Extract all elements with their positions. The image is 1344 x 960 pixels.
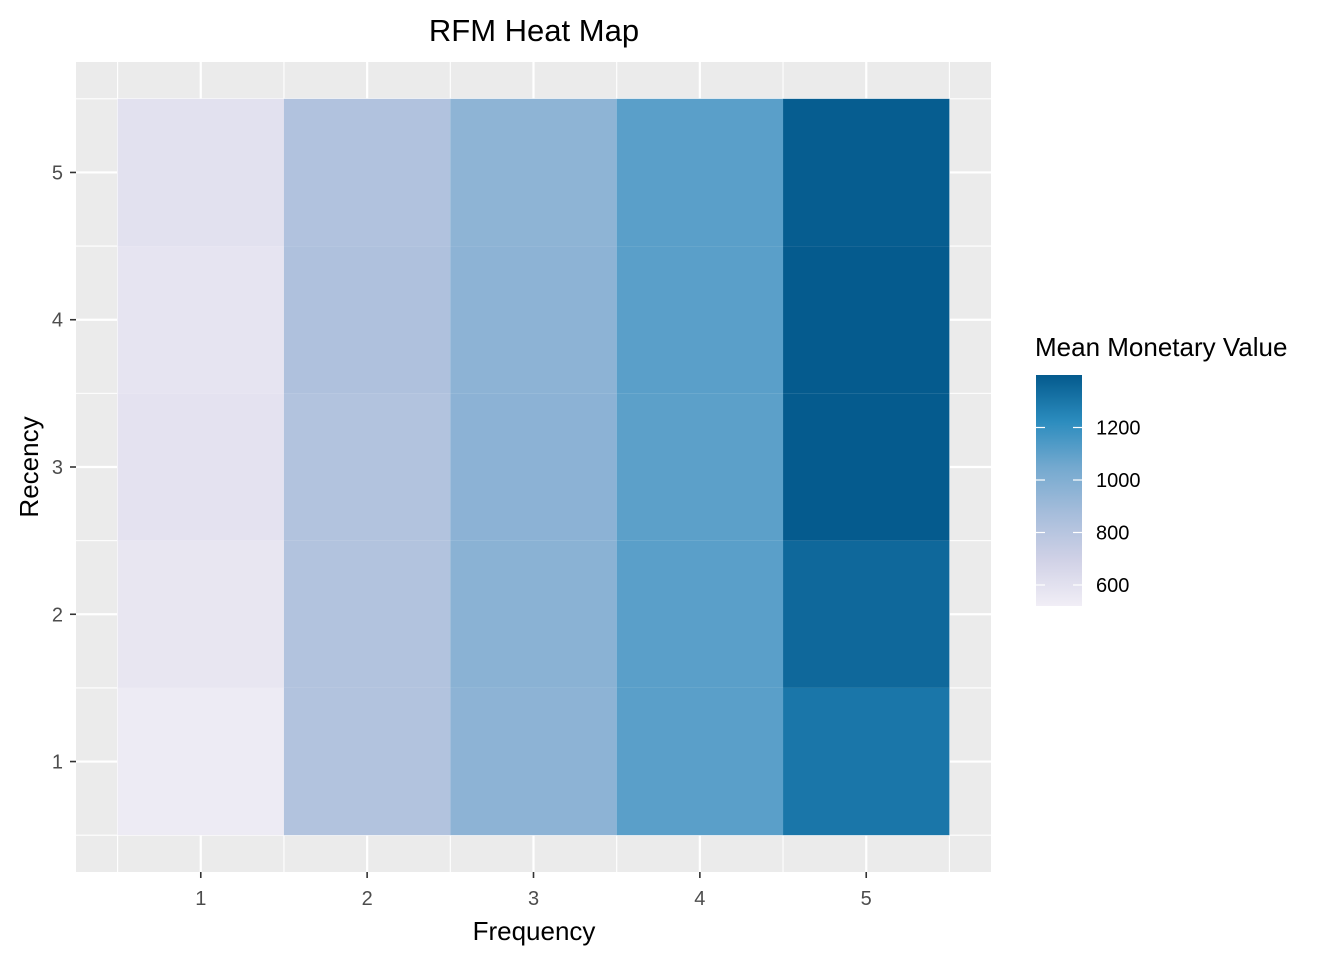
y-tick-label: 3 [52,457,63,479]
x-tick-label: 5 [861,888,872,910]
heatmap-cell [283,246,451,394]
y-axis-title: Recency [14,416,44,517]
heatmap-cell [283,540,451,688]
heatmap-cell [117,687,284,836]
heatmap-cell [450,393,617,541]
heatmap-cell [283,393,451,541]
x-tick-label: 1 [195,888,206,910]
legend-break-label: 600 [1096,575,1129,597]
color-legend: Mean Monetary Value 600 800 1000 1200 [1035,332,1287,606]
x-tick-label: 3 [528,888,539,910]
heatmap-cell [117,393,284,541]
x-axis-title: Frequency [473,916,596,946]
y-axis-ticks: 1 2 3 4 5 [52,162,76,774]
legend-title: Mean Monetary Value [1035,332,1287,362]
heatmap-cell [283,98,451,247]
heatmap-cell [450,687,617,836]
x-tick-label: 4 [694,888,705,910]
y-tick-label: 1 [52,752,63,774]
legend-colorbar [1036,375,1082,606]
heatmap-cell [783,393,950,541]
heatmap-cells [117,98,950,836]
heatmap-cell [283,687,451,836]
heatmap-cell [616,98,784,247]
heatmap-cell [450,98,617,247]
heatmap-cell [616,687,784,836]
y-tick-label: 5 [52,162,63,184]
heatmap-cell [783,246,950,394]
heatmap-cell [450,540,617,688]
heatmap-cell [783,687,950,836]
chart-title: RFM Heat Map [429,13,639,48]
x-axis-ticks: 1 2 3 4 5 [195,872,872,910]
y-tick-label: 2 [52,604,63,626]
heatmap-cell [117,98,284,247]
heatmap-cell [783,540,950,688]
heatmap-cell [616,393,784,541]
legend-break-label: 1000 [1096,470,1141,492]
heatmap-cell [783,98,950,247]
x-tick-label: 2 [362,888,373,910]
heatmap-cell [117,246,284,394]
legend-break-label: 1200 [1096,418,1141,440]
legend-break-label: 800 [1096,523,1129,545]
legend-ticks: 600 800 1000 1200 [1036,418,1141,597]
heatmap-cell [616,246,784,394]
heatmap-cell [450,246,617,394]
heatmap-cell [117,540,284,688]
y-tick-label: 4 [52,310,63,332]
heatmap-cell [616,540,784,688]
